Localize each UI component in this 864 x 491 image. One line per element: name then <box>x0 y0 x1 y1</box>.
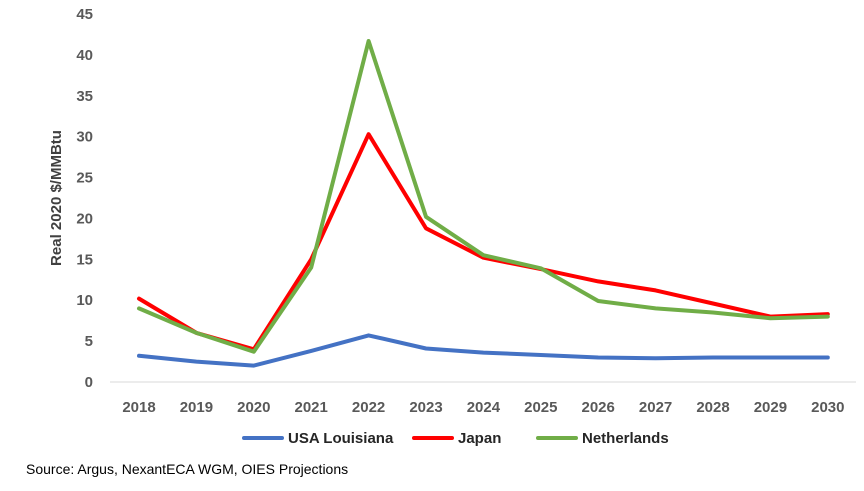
x-tick-label: 2029 <box>754 399 787 416</box>
x-tick-label: 2022 <box>352 399 385 416</box>
y-tick-label: 0 <box>85 374 93 391</box>
legend-label: Japan <box>458 430 501 447</box>
series-line-japan <box>137 132 830 352</box>
x-tick-label: 2020 <box>237 399 270 416</box>
legend-label: Netherlands <box>582 430 669 447</box>
y-axis-label-group: Real 2020 $/MMBtu <box>48 130 65 266</box>
series-lines <box>137 39 830 368</box>
y-tick-label: 25 <box>76 170 93 187</box>
x-tick-label: 2027 <box>639 399 672 416</box>
y-tick-label: 40 <box>76 47 93 64</box>
y-axis-label: Real 2020 $/MMBtu <box>48 130 65 266</box>
x-tick-label: 2019 <box>180 399 213 416</box>
x-tick-label: 2021 <box>295 399 328 416</box>
y-tick-label: 10 <box>76 292 93 309</box>
x-tick-label: 2024 <box>467 399 501 416</box>
legend-label: USA Louisiana <box>288 430 394 447</box>
series-line-usa-louisiana <box>137 333 830 368</box>
y-tick-label: 30 <box>76 129 93 146</box>
x-tick-labels: 2018 2019 2020 2021 2022 2023 2024 2025 2026 2027… <box>122 399 844 416</box>
x-tick-label: 2026 <box>582 399 615 416</box>
x-tick-label: 2028 <box>696 399 729 416</box>
x-tick-label: 2023 <box>409 399 442 416</box>
y-tick-label: 20 <box>76 210 93 227</box>
x-tick-label: 2025 <box>524 399 557 416</box>
x-tick-label: 2018 <box>122 399 155 416</box>
series-line-netherlands <box>137 39 830 354</box>
y-tick-label: 5 <box>85 333 93 350</box>
legend: USA Louisiana Japan Netherlands <box>242 430 669 447</box>
source-note: Source: Argus, NexantECA WGM, OIES Proje… <box>26 461 349 477</box>
y-tick-label: 15 <box>76 251 93 268</box>
y-tick-labels: 0 5 10 15 20 25 30 35 40 45 <box>76 6 93 391</box>
y-tick-label: 35 <box>76 88 93 105</box>
x-tick-label: 2030 <box>811 399 844 416</box>
y-tick-label: 45 <box>76 6 93 23</box>
